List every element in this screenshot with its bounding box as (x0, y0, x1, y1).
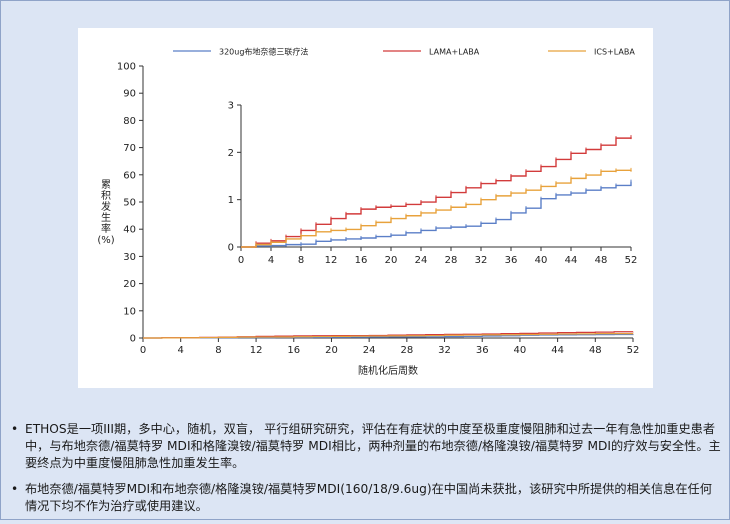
x-tick-label: 12 (250, 345, 263, 356)
y-tick-label: 30 (123, 252, 136, 263)
x-tick-label: 44 (551, 345, 564, 356)
y-tick-label: 100 (117, 62, 136, 73)
y-tick-label: 70 (123, 143, 136, 154)
legend-label: LAMA+LABA (429, 48, 480, 57)
bullet-text: 布地奈德/福莫特罗MDI和布地奈德/格隆溴铵/福莫特罗MDI(160/18/9.… (25, 482, 712, 513)
y-tick-label: 80 (123, 116, 136, 127)
y-tick-label: 10 (123, 306, 136, 317)
x-tick-label: 32 (438, 345, 451, 356)
y-tick-label: 90 (123, 89, 136, 100)
y-axis-label: 积 (101, 190, 111, 202)
inset-x-tick-label: 4 (268, 255, 274, 266)
inset-x-tick-label: 36 (505, 255, 518, 266)
inset-y-tick-label: 0 (228, 243, 234, 254)
x-tick-label: 48 (589, 345, 602, 356)
x-tick-label: 16 (287, 345, 300, 356)
inset-y-tick-label: 2 (228, 148, 234, 159)
inset-x-tick-label: 28 (445, 255, 458, 266)
bullet-item: • ETHOS是一项III期，多中心，随机，双盲， 平行组研究研究，评估在有症状… (9, 421, 721, 472)
y-axis-label: 率 (101, 222, 111, 235)
legend-label: 320ug布地奈德三联疗法 (219, 47, 308, 57)
x-tick-label: 0 (140, 345, 146, 356)
x-tick-label: 28 (400, 345, 413, 356)
series-line (143, 332, 634, 339)
y-tick-label: 40 (123, 225, 136, 236)
y-tick-label: 0 (130, 334, 136, 345)
x-tick-label: 24 (363, 345, 376, 356)
x-tick-label: 20 (325, 345, 338, 356)
inset-x-tick-label: 12 (325, 255, 338, 266)
x-tick-label: 40 (514, 345, 527, 356)
inset-y-tick-label: 3 (228, 101, 234, 112)
x-tick-label: 52 (627, 345, 640, 356)
y-axis-label: 发 (101, 200, 111, 213)
y-axis-label: 累 (101, 179, 111, 191)
inset-x-tick-label: 32 (475, 255, 488, 266)
bullet-dot: • (11, 482, 19, 496)
bullet-dot: • (11, 422, 19, 436)
inset-y-tick-label: 1 (228, 195, 234, 206)
inset-x-tick-label: 8 (298, 255, 304, 266)
inset-x-tick-label: 24 (415, 255, 428, 266)
y-tick-label: 60 (123, 170, 136, 181)
inset-x-tick-label: 52 (625, 255, 638, 266)
x-axis-label: 随机化后周数 (358, 364, 418, 377)
inset-x-tick-label: 16 (355, 255, 368, 266)
y-tick-label: 20 (123, 279, 136, 290)
inset-x-tick-label: 20 (385, 255, 398, 266)
bullet-text: ETHOS是一项III期，多中心，随机，双盲， 平行组研究研究，评估在有症状的中… (25, 422, 721, 470)
chart-panel: 0 10 20 30 40 50 60 70 80 90 100 0 4 8 12 16 20 24 28 32 36 4… (78, 28, 653, 388)
y-axis-label: (%) (97, 235, 114, 246)
bullet-item: • 布地奈德/福莫特罗MDI和布地奈德/格隆溴铵/福莫特罗MDI(160/18/… (9, 481, 721, 515)
x-tick-label: 4 (178, 345, 184, 356)
inset-x-tick-label: 44 (565, 255, 578, 266)
inset-x-tick-label: 40 (535, 255, 548, 266)
inset-x-tick-label: 48 (595, 255, 608, 266)
bullet-list: • ETHOS是一项III期，多中心，随机，双盲， 平行组研究研究，评估在有症状… (9, 421, 721, 524)
y-tick-label: 50 (123, 198, 136, 209)
legend-label: ICS+LABA (594, 48, 635, 57)
x-tick-label: 8 (215, 345, 221, 356)
x-tick-label: 36 (476, 345, 489, 356)
inset-x-tick-label: 0 (238, 255, 244, 266)
y-axis-label: 生 (101, 211, 111, 224)
